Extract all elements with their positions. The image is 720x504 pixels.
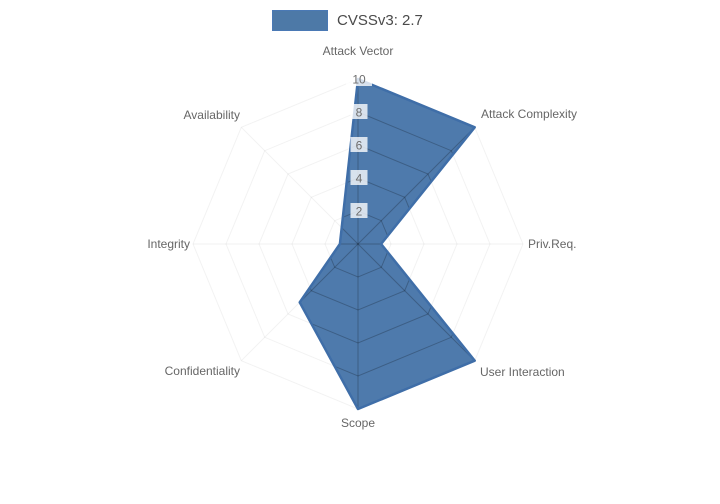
angle-line-inner [357,126,475,245]
axis-label-confidentiality: Confidentiality [165,364,240,378]
tick-label: 10 [352,73,366,87]
tick-label: 8 [356,106,363,120]
angle-line-inner [299,243,359,362]
tick-label: 4 [356,172,363,186]
axis-label-integrity: Integrity [147,237,190,251]
axis-label-attack-complexity: Attack Complexity [481,107,577,121]
tick-backdrop [350,170,368,185]
tick-backdrop [350,137,368,152]
axis-label-attack-vector: Attack Vector [323,44,394,58]
axis-label-user-interaction: User Interaction [480,365,565,379]
legend-swatch[interactable] [272,10,328,31]
axis-label-scope: Scope [341,416,375,430]
axis-label-priv-req: Priv.Req. [528,237,576,251]
angle-line-inner [357,243,475,362]
tick-backdrop [350,203,368,218]
tick-backdrop [346,71,372,86]
series-border [298,77,476,411]
chart-legend[interactable]: CVSSv3: 2.7 [272,9,423,32]
legend-label: CVSSv3: 2.7 [337,12,423,29]
tick-label: 6 [356,139,363,153]
series-fill [299,79,475,409]
angle-line [240,126,359,245]
tick-backdrop [350,104,368,119]
axis-label-availability: Availability [184,108,240,122]
tick-label: 2 [356,205,363,219]
